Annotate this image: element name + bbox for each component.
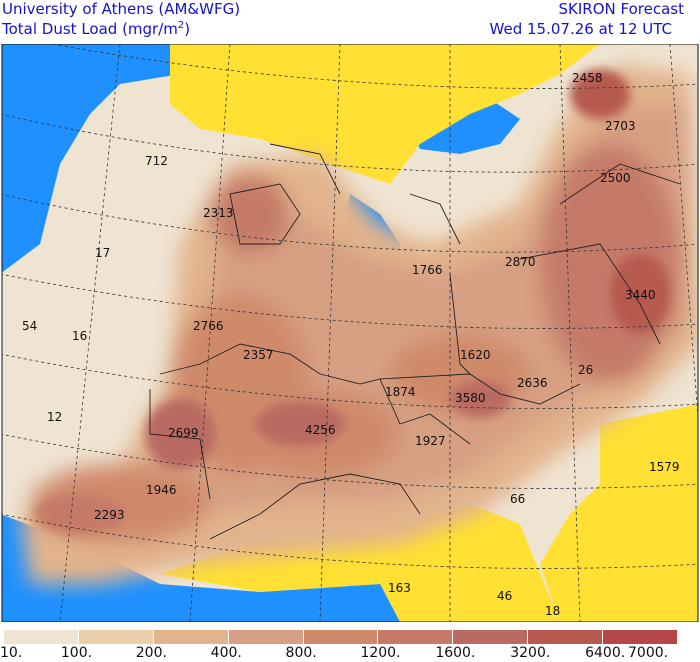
value-label-66: 66 (510, 492, 525, 506)
legend-label-6: 1600. (435, 645, 476, 661)
legend-swatch-4 (303, 630, 379, 644)
graticule (2, 44, 698, 622)
value-label-163: 163 (388, 581, 411, 595)
forecast-name: SKIRON Forecast (558, 0, 684, 18)
iberia-edge-clear-land (500, 44, 600, 94)
color-legend (4, 630, 679, 644)
institution-title: University of Athens (AM&WFG) (2, 0, 241, 18)
value-label-54: 54 (22, 319, 37, 333)
legend-label-2: 200. (135, 645, 167, 661)
legend-label-9: 7000. (628, 645, 669, 661)
value-label-2293: 2293 (94, 508, 125, 522)
legend-label-3: 400. (210, 645, 242, 661)
product-title: Total Dust Load (mgr/m2) (2, 20, 190, 38)
scandinavia-clear-land (210, 44, 330, 89)
hotspot-3440 (610, 254, 670, 334)
valid-time: Wed 15.07.26 at 12 UTC (489, 20, 672, 38)
dust-load-map: 2458 2703 2500 712 2313 17 1766 2870 344… (1, 44, 699, 622)
value-label-1927: 1927 (415, 434, 446, 448)
value-label-2870: 2870 (505, 255, 536, 269)
legend-label-4: 800. (285, 645, 317, 661)
hotspot-2293 (35, 494, 125, 534)
value-labels: 2458 2703 2500 712 2313 17 1766 2870 344… (22, 71, 680, 618)
value-label-12: 12 (47, 410, 62, 424)
value-label-16: 16 (72, 329, 87, 343)
value-label-2357: 2357 (243, 348, 274, 362)
legend-label-1: 100. (60, 645, 93, 661)
value-label-712: 712 (145, 154, 168, 168)
value-label-46: 46 (497, 589, 512, 603)
value-label-17: 17 (95, 246, 110, 260)
legend-swatch-0 (4, 630, 79, 644)
legend-swatch-6 (453, 630, 529, 644)
atlantic-sea (2, 44, 200, 273)
east-africa-clear-land (540, 404, 698, 622)
value-label-3580: 3580 (455, 391, 486, 405)
dust-hotspots (35, 69, 670, 534)
value-label-2313: 2313 (203, 206, 234, 220)
product-title-superscript: 2 (177, 20, 185, 31)
legend-swatch-3 (228, 630, 304, 644)
hotspot-4256 (255, 402, 345, 446)
value-label-1874: 1874 (385, 385, 416, 399)
legend-label-0: 10. (0, 645, 23, 661)
product-title-prefix: Total Dust Load (mgr/m (2, 20, 178, 38)
value-label-26: 26 (578, 363, 593, 377)
value-label-2500: 2500 (600, 171, 631, 185)
value-label-2703: 2703 (605, 119, 636, 133)
legend-label-5: 1200. (360, 645, 401, 661)
value-label-2458: 2458 (572, 71, 603, 85)
map-frame (1, 44, 699, 622)
gulf-of-guinea-sea (2, 514, 450, 622)
legend-swatch-7 (528, 630, 604, 644)
value-label-2699: 2699 (168, 426, 199, 440)
legend-swatch-2 (153, 630, 229, 644)
legend-label-8: 6400. (585, 645, 626, 661)
legend-label-7: 3200. (510, 645, 551, 661)
value-label-1946: 1946 (146, 483, 177, 497)
value-label-18: 18 (545, 604, 560, 618)
central-africa-clear-land (160, 504, 560, 622)
value-label-2766: 2766 (193, 319, 224, 333)
hotspot-2458 (570, 69, 630, 119)
legend-swatch-8 (603, 630, 679, 644)
value-label-3440: 3440 (625, 288, 656, 302)
legend-swatch-1 (78, 630, 154, 644)
value-label-1766: 1766 (412, 263, 443, 277)
value-label-1620: 1620 (460, 348, 491, 362)
value-label-2636: 2636 (517, 376, 548, 390)
legend-swatch-5 (378, 630, 454, 644)
product-title-suffix: ) (184, 20, 191, 38)
value-label-1579: 1579 (649, 460, 680, 474)
value-label-4256: 4256 (305, 423, 336, 437)
country-borders (149, 143, 681, 540)
hotspot-2699 (145, 399, 215, 469)
